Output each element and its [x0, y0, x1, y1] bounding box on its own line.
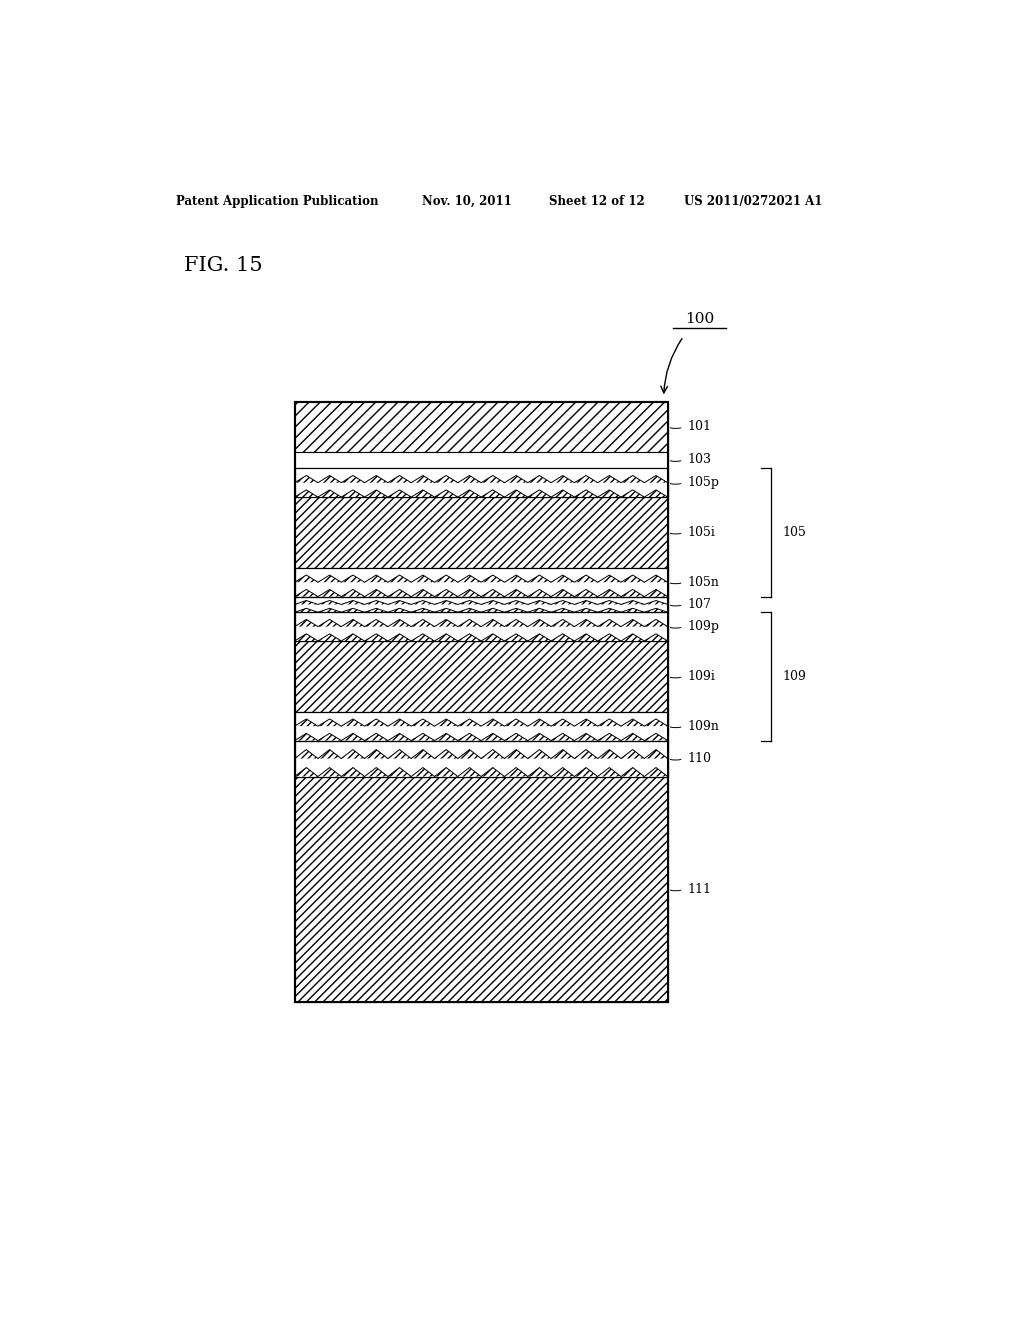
Bar	[295, 469, 668, 498]
Text: 107: 107	[687, 598, 712, 611]
Bar	[295, 642, 668, 711]
Bar	[295, 403, 668, 1002]
Bar	[295, 612, 668, 642]
Bar	[295, 612, 668, 642]
Text: Sheet 12 of 12: Sheet 12 of 12	[549, 194, 644, 207]
Text: Nov. 10, 2011: Nov. 10, 2011	[422, 194, 511, 207]
Polygon shape	[295, 601, 668, 605]
Polygon shape	[295, 734, 668, 741]
Text: 109: 109	[782, 669, 807, 682]
Polygon shape	[295, 634, 668, 642]
Text: 109p: 109p	[687, 620, 720, 634]
Bar	[295, 451, 668, 469]
Polygon shape	[295, 619, 668, 627]
Bar	[295, 741, 668, 776]
Polygon shape	[295, 576, 668, 582]
Text: 105p: 105p	[687, 477, 720, 490]
Text: 109n: 109n	[687, 719, 720, 733]
Bar	[295, 776, 668, 1002]
Text: 109i: 109i	[687, 669, 716, 682]
Bar	[295, 597, 668, 612]
Text: 105: 105	[782, 525, 807, 539]
Bar	[295, 741, 668, 776]
Polygon shape	[295, 490, 668, 498]
Bar	[295, 597, 668, 612]
Polygon shape	[295, 767, 668, 776]
Bar	[295, 469, 668, 498]
Text: 110: 110	[687, 752, 712, 766]
Bar	[295, 568, 668, 597]
Bar	[295, 711, 668, 741]
Text: 111: 111	[687, 883, 712, 896]
Text: 105n: 105n	[687, 576, 720, 589]
Text: 101: 101	[687, 421, 712, 433]
Bar	[295, 498, 668, 568]
Bar	[295, 711, 668, 741]
Polygon shape	[295, 719, 668, 726]
Text: 105i: 105i	[687, 525, 716, 539]
Polygon shape	[295, 750, 668, 759]
Text: Patent Application Publication: Patent Application Publication	[176, 194, 378, 207]
Text: US 2011/0272021 A1: US 2011/0272021 A1	[684, 194, 822, 207]
Bar	[295, 403, 668, 1002]
Bar	[295, 403, 668, 451]
Polygon shape	[295, 609, 668, 612]
Polygon shape	[295, 590, 668, 597]
Text: 103: 103	[687, 453, 712, 466]
Polygon shape	[295, 475, 668, 483]
Text: 100: 100	[685, 312, 714, 326]
Text: FIG. 15: FIG. 15	[183, 256, 262, 275]
Bar	[295, 568, 668, 597]
